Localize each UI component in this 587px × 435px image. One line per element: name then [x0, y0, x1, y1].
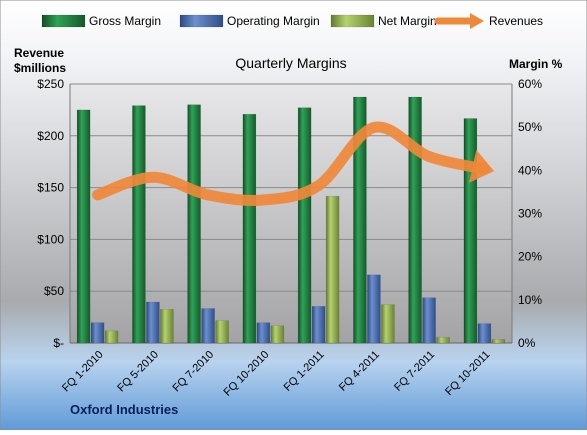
bar-operating-margin [146, 301, 160, 344]
right-tick-label: 50% [518, 120, 542, 134]
bar-gross-margin [76, 109, 91, 344]
right-axis-label: Margin % [509, 57, 563, 71]
bar-operating-margin [422, 297, 436, 344]
revenues-line-arrowhead [468, 149, 495, 183]
legend-label: Gross Margin [89, 14, 161, 28]
left-tick-label: $200 [37, 129, 64, 143]
revenues-line [92, 121, 490, 206]
left-tick-label: $100 [37, 232, 64, 246]
right-tick-label: 40% [518, 163, 542, 177]
right-tick-label: 0% [518, 336, 536, 350]
bar-net-margin [381, 304, 395, 344]
bar-operating-margin [90, 322, 105, 344]
left-axis-label-units: $millions [14, 61, 66, 75]
bar-gross-margin [353, 96, 367, 344]
bar-gross-margin [463, 118, 478, 344]
right-tick-label: 60% [518, 77, 542, 91]
left-tick-label: $- [53, 336, 64, 350]
company-name: Oxford Industries [70, 402, 178, 417]
left-tick-label: $50 [44, 284, 64, 298]
bar-gross-margin [132, 105, 146, 344]
bar-net-margin [215, 320, 229, 344]
bar-operating-margin [201, 308, 215, 344]
right-tick-label: 10% [518, 293, 542, 307]
bar-net-margin [436, 337, 450, 344]
chart-title: Quarterly Margins [235, 55, 346, 71]
legend-label: Operating Margin [227, 14, 320, 28]
bar-gross-margin [187, 104, 201, 344]
legend-swatch-gross-margin [41, 14, 86, 28]
bar-net-margin [104, 330, 119, 344]
legend-label: Net Margin [378, 14, 437, 28]
bar-operating-margin [256, 322, 271, 344]
bar-net-margin [325, 195, 340, 344]
bar-net-margin [491, 339, 506, 344]
right-tick-label: 20% [518, 250, 542, 264]
bar-operating-margin [477, 323, 492, 344]
bar-net-margin [160, 309, 174, 344]
bar-gross-margin [408, 96, 422, 344]
bar-net-margin [270, 325, 285, 344]
left-tick-label: $150 [37, 181, 64, 195]
right-tick-label: 30% [518, 207, 542, 221]
legend-swatch-net-margin [330, 14, 375, 28]
left-axis-label: Revenue [14, 46, 64, 60]
bar-gross-margin [242, 113, 257, 344]
bar-gross-margin [297, 107, 312, 344]
legend-swatch-operating-margin [179, 14, 224, 28]
legend-label: Revenues [489, 14, 543, 28]
left-tick-label: $250 [37, 77, 64, 91]
bar-operating-margin [367, 274, 381, 344]
legend-arrowhead [470, 13, 484, 29]
bar-operating-margin [311, 306, 326, 344]
